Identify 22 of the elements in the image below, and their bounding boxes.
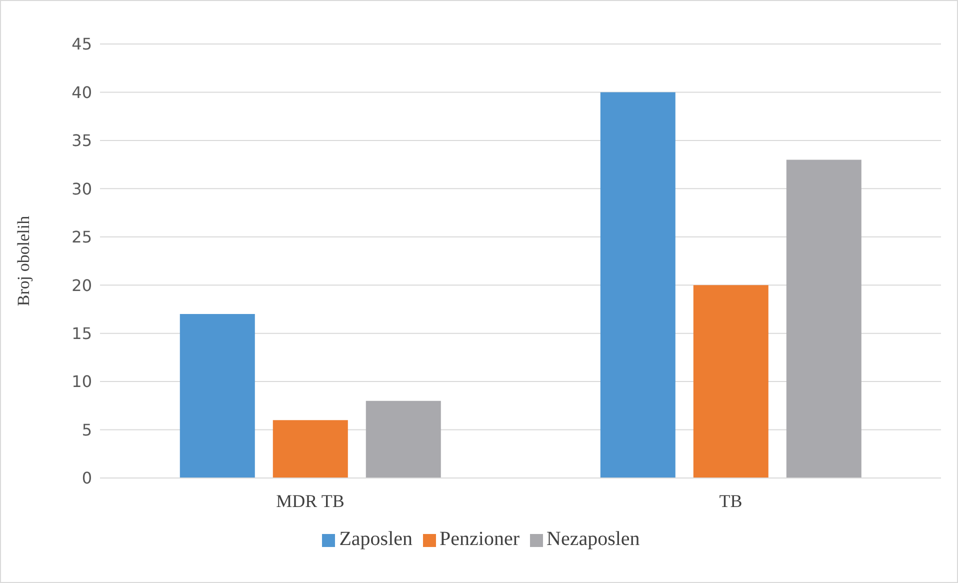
bar	[786, 160, 862, 478]
y-tick-label: 20	[72, 276, 92, 295]
y-tick-label: 45	[72, 34, 92, 54]
y-axis-title: Broj obolelih	[14, 215, 34, 306]
bar	[272, 420, 348, 478]
bar	[366, 400, 441, 478]
legend-label: Nezaposlen	[546, 528, 640, 550]
y-tick-label: 10	[72, 372, 92, 392]
x-tick-label: MDR TB	[276, 490, 344, 511]
legend-label: Zaposlen	[339, 528, 413, 550]
y-tick-label: 35	[72, 131, 92, 150]
legend-label: Penzioner	[440, 528, 520, 550]
y-tick-label: 0	[82, 468, 92, 488]
x-tick-label: TB	[719, 490, 742, 511]
bar	[600, 92, 676, 478]
y-tick-label: 5	[82, 420, 92, 440]
y-tick-label: 40	[72, 82, 92, 102]
y-tick-label: 15	[72, 324, 92, 344]
bar	[693, 285, 768, 478]
y-tick-label: 25	[72, 228, 92, 247]
y-tick-label: 30	[72, 179, 92, 198]
bar	[180, 314, 255, 478]
